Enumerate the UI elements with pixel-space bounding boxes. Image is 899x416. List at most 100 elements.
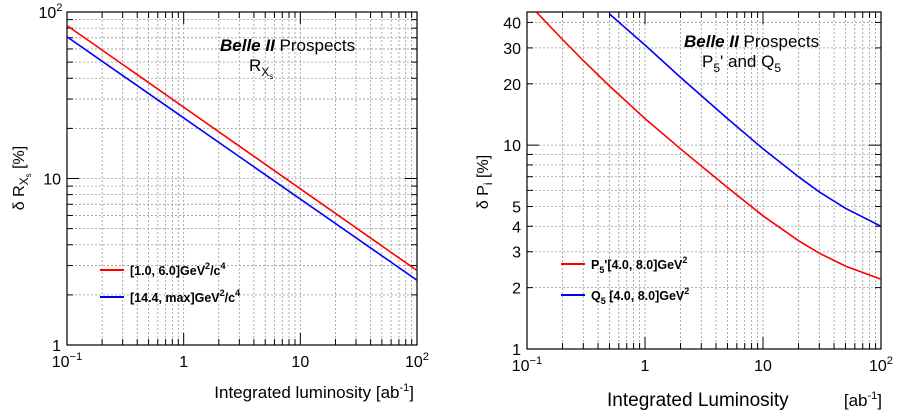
text-span: −1 [530,355,543,367]
text-span: 1 [512,342,521,359]
text-span: '[4.0, 8.0]GeV [604,258,683,272]
text-span: [ab [844,391,868,410]
text-span: Prospects [739,32,819,51]
text-span: 2 [684,286,689,296]
text-span: s [269,72,273,81]
text-span: 20 [503,77,521,94]
text-span: P [591,258,599,272]
y-tick-label: 3 [512,245,521,262]
y-tick-label: 10 [43,172,61,189]
text-span: Q [591,289,601,303]
text-span: 4 [512,219,521,236]
series-group [67,24,417,281]
text-span: 2 [887,355,893,367]
grid [526,12,881,350]
x-tick-label: 102 [405,351,429,371]
y-tick-label: 1 [52,338,61,355]
text-span: P [702,52,713,71]
text-span: 10 [503,138,521,155]
y-tick-label: 40 [503,15,521,32]
y-tick-label: 30 [503,41,521,58]
text-span: X [17,177,31,185]
text-span: 10 [405,354,423,371]
text-span: 10 [754,358,772,375]
text-span: δ R [11,185,28,210]
text-span: Prospects [275,36,355,55]
x-tick-label: 1 [179,354,188,371]
x-tick-label: 10−1 [512,355,543,375]
series-line-2 [608,13,881,228]
text-span: 10 [512,358,530,375]
text-span: [1.0, 6.0]GeV [130,264,206,278]
text-span: 2 [220,288,225,298]
annotation-title: Belle II Prospects [684,32,819,51]
annotation-subtitle: P5' and Q5 [702,52,781,75]
text-span: 2 [512,281,521,298]
text-span: 1 [641,358,650,375]
text-span: 10 [869,358,887,375]
text-span: 10 [291,354,309,371]
text-span: ] [409,383,414,402]
text-span: 2 [205,261,210,271]
text-span: 10 [52,354,70,371]
y-axis-label: δ RXs [%] [11,146,33,210]
text-span: −1 [70,351,83,363]
text-span: ] [877,391,882,410]
y-tick-label: 2 [512,281,521,298]
series-line-1 [535,12,881,280]
text-span: 5 [774,61,781,75]
text-span: 2 [682,255,687,265]
annotation-subtitle: RXs [249,56,273,81]
text-span: 5 [713,61,720,75]
x-tick-label: 1 [641,358,650,375]
y-axis-label: δ Pi [%] [475,155,495,209]
text-span: /c [210,264,220,278]
text-span: Belle II [220,36,276,55]
text-span: X [261,65,269,79]
text-span: i [481,182,495,185]
series-line-1 [67,24,417,272]
text-span: 10 [43,172,61,189]
text-span: 5 [599,265,604,275]
y-tick-label: 4 [512,219,521,236]
series-line-2 [67,36,417,281]
y-tick-label: 102 [39,2,63,22]
text-span: Belle II [684,32,740,51]
text-span: 30 [503,41,521,58]
x-tick-label: 102 [869,355,893,375]
plot-frame [526,11,882,350]
text-span: 5 [601,296,606,306]
text-span: Integrated luminosity [ab [214,383,399,402]
series-group [535,12,881,280]
legend-label-2: [14.4, max]GeV2/c4 [130,288,240,305]
text-span: 1 [179,354,188,371]
legend-label-1: P5'[4.0, 8.0]GeV2 [591,255,687,275]
y-tick-label: 5 [512,200,521,217]
text-span: 2 [423,351,429,363]
text-span: 1 [52,338,61,355]
text-span: -1 [867,390,877,402]
text-span: 2 [56,2,62,14]
text-span: 4 [221,261,226,271]
text-span: s [24,173,33,177]
x-tick-label: 10 [754,358,772,375]
text-span: 40 [503,15,521,32]
x-axis-unit: [ab-1] [844,390,882,410]
text-span: [%] [11,146,28,174]
x-axis-label: Integrated luminosity [ab-1] [214,382,414,402]
axis-ticks [66,11,418,346]
y-tick-label: 1 [512,342,521,359]
legend-label-2: Q5 [4.0, 8.0]GeV2 [591,286,689,306]
plot-frame [66,11,418,346]
text-span: [%] [475,155,492,183]
text-span: 5 [512,200,521,217]
x-tick-label: 10−1 [52,351,83,371]
text-span: δ P [475,185,492,209]
x-axis-label: Integrated Luminosity [607,390,789,411]
annotation-title: Belle II Prospects [220,36,355,55]
grid [66,12,417,346]
text-span: 3 [512,245,521,262]
